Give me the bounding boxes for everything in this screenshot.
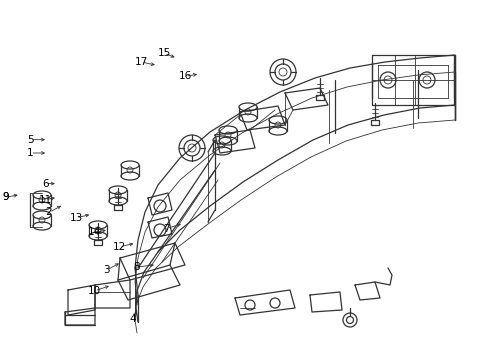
Text: 4: 4 — [129, 314, 136, 324]
Text: 2: 2 — [46, 207, 52, 217]
Text: 6: 6 — [42, 179, 49, 189]
Text: 10: 10 — [88, 286, 101, 296]
Text: 9: 9 — [2, 192, 9, 202]
Text: 11: 11 — [38, 195, 52, 205]
Text: 16: 16 — [178, 71, 192, 81]
Text: 13: 13 — [69, 213, 83, 223]
Text: 5: 5 — [27, 135, 34, 145]
Text: 7: 7 — [163, 224, 170, 234]
Text: 12: 12 — [112, 242, 126, 252]
Text: 8: 8 — [133, 262, 140, 272]
Text: 15: 15 — [157, 48, 171, 58]
Text: 17: 17 — [134, 57, 148, 67]
Text: 14: 14 — [88, 227, 101, 237]
Text: 9: 9 — [2, 192, 9, 202]
Text: 3: 3 — [103, 265, 110, 275]
Text: 1: 1 — [27, 148, 34, 158]
